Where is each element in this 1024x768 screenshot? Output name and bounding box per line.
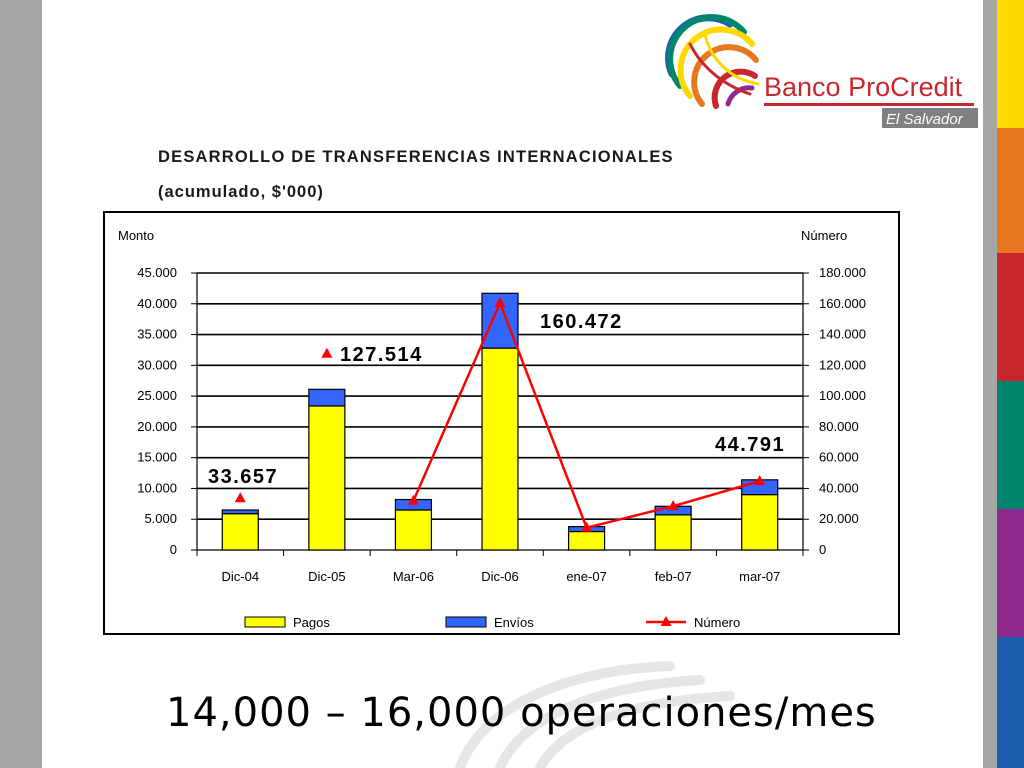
y-tick-label: 20.000 — [137, 419, 177, 434]
color-strip — [997, 0, 1024, 768]
x-tick-label: feb-07 — [655, 569, 692, 584]
y-tick-label: 40.000 — [137, 296, 177, 311]
legend-marker — [660, 616, 672, 626]
bar-pagos — [481, 347, 519, 551]
strip-segment — [997, 637, 1024, 768]
y-axis-title: Monto — [118, 228, 154, 243]
y2-tick-label: 20.000 — [819, 511, 859, 526]
strip-segment — [997, 253, 1024, 381]
legend-label: Pagos — [293, 615, 330, 630]
footer-text: 14,000 – 16,000 operaciones/mes — [166, 690, 877, 736]
numero-marker — [321, 347, 333, 358]
numero-marker — [494, 297, 506, 308]
watermark-swirl — [455, 661, 735, 768]
right-gray-bar — [983, 0, 997, 768]
strip-segment — [997, 509, 1024, 637]
bar-pagos — [654, 514, 692, 551]
data-label: 160.472 — [540, 311, 623, 333]
strip-segment — [997, 0, 1024, 128]
procredit-logo: Banco ProCredit El Salvador — [665, 14, 978, 128]
bar-pagos — [394, 509, 433, 551]
x-tick-label: ene-07 — [566, 569, 606, 584]
y2-tick-label: 160.000 — [819, 296, 866, 311]
numero-marker — [754, 475, 766, 486]
strip-segment — [997, 381, 1024, 509]
transfers-chart: Monto Número 0 5.000 10.000 15.000 20.000 25.00… — [118, 228, 866, 630]
numero-marker — [407, 494, 419, 505]
x-tick-label: Dic-06 — [481, 569, 519, 584]
y2-tick-label: 80.000 — [819, 419, 859, 434]
y-tick-label: 35.000 — [137, 327, 177, 342]
x-tick-label: Dic-04 — [221, 569, 259, 584]
strip-segment — [997, 128, 1024, 253]
data-label: 127.514 — [340, 344, 423, 366]
y2-tick-label: 60.000 — [819, 450, 859, 465]
legend-swatch-envos — [445, 616, 487, 628]
bar-pagos — [741, 494, 779, 551]
y2-tick-label: 40.000 — [819, 480, 859, 495]
numero-marker — [581, 521, 593, 532]
bar-envos — [308, 388, 346, 407]
chart-subtitle: (acumulado, $'000) — [158, 183, 324, 201]
bar-pagos — [308, 405, 346, 551]
x-tick-label: Mar-06 — [393, 569, 434, 584]
left-gray-bar — [0, 0, 42, 768]
y2-tick-label: 100.000 — [819, 388, 866, 403]
y-tick-label: 30.000 — [137, 357, 177, 372]
logo-brand-text: Banco ProCredit — [764, 72, 963, 102]
y2-tick-label: 120.000 — [819, 357, 866, 372]
data-label: 33.657 — [208, 466, 278, 488]
y2-axis-title: Número — [801, 228, 847, 243]
bar-pagos — [221, 513, 259, 551]
x-tick-label: Dic-05 — [308, 569, 346, 584]
y-tick-label: 0 — [170, 542, 177, 557]
y2-tick-label: 180.000 — [819, 265, 866, 280]
chart-title: DESARROLLO DE TRANSFERENCIAS INTERNACION… — [158, 148, 674, 166]
y-tick-label: 10.000 — [137, 480, 177, 495]
bar-envos — [221, 509, 259, 515]
y-tick-label: 45.000 — [137, 265, 177, 280]
y2-tick-label: 140.000 — [819, 327, 866, 342]
data-label: 44.791 — [715, 434, 785, 456]
y2-tick-label: 0 — [819, 542, 826, 557]
numero-marker — [667, 500, 679, 511]
legend-swatch-pagos — [244, 616, 286, 628]
y-tick-label: 5.000 — [144, 511, 177, 526]
y-tick-label: 15.000 — [137, 450, 177, 465]
legend-label: Envíos — [494, 615, 534, 630]
legend-label: Número — [694, 615, 740, 630]
numero-line — [412, 299, 761, 530]
y-tick-label: 25.000 — [137, 388, 177, 403]
bar-pagos — [567, 530, 606, 551]
numero-marker — [234, 492, 246, 503]
x-tick-label: mar-07 — [739, 569, 780, 584]
logo-country-text: El Salvador — [886, 111, 964, 128]
